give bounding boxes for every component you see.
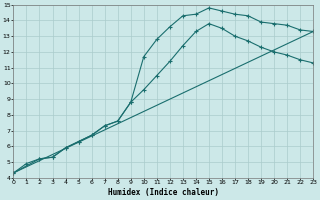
X-axis label: Humidex (Indice chaleur): Humidex (Indice chaleur)	[108, 188, 219, 197]
